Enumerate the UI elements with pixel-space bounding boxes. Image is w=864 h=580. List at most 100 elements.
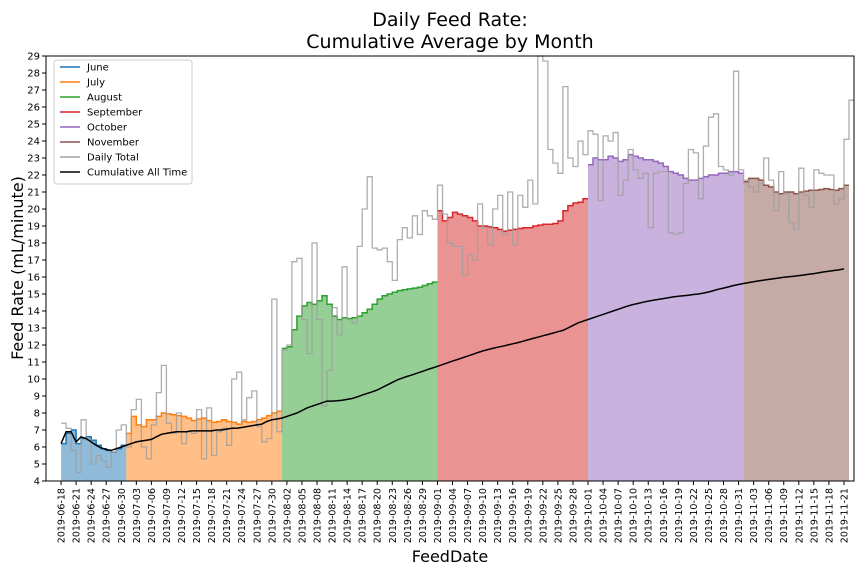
x-tick-label: 2019-10-28 <box>719 488 730 543</box>
legend-label-july: July <box>86 78 105 89</box>
chart-title-line-2: Cumulative Average by Month <box>306 31 593 53</box>
x-tick-label: 2019-06-21 <box>72 488 83 543</box>
area-august <box>281 282 438 481</box>
x-tick-label: 2019-08-02 <box>282 488 293 543</box>
legend-label-august: August <box>87 93 122 104</box>
plot-frame <box>45 55 855 482</box>
x-tick-label: 2019-10-07 <box>614 488 625 543</box>
x-tick-label: 2019-08-14 <box>343 488 354 543</box>
x-tick-label: 2019-07-30 <box>267 488 278 543</box>
legend-box <box>53 59 193 185</box>
x-tick-label: 2019-08-26 <box>403 488 414 543</box>
x-tick-label: 2019-11-15 <box>809 488 820 543</box>
y-tick-label: 17 <box>27 256 40 267</box>
month-areas <box>61 154 849 482</box>
x-tick-label: 2019-06-18 <box>57 488 68 543</box>
x-tick-label: 2019-11-09 <box>779 488 790 543</box>
y-tick-label: 4 <box>34 477 40 488</box>
area-july <box>126 411 282 481</box>
series-lines <box>60 55 854 474</box>
x-tick-label: 2019-10-10 <box>629 488 640 543</box>
line-daily-total <box>61 55 854 474</box>
y-tick-label: 16 <box>27 273 40 284</box>
y-tick-label: 26 <box>27 103 40 114</box>
x-tick-label: 2019-08-05 <box>297 488 308 543</box>
x-axis: 2019-06-18 2019-06-21 2019-06-24 2019-06-27… <box>57 481 850 543</box>
x-tick-label: 2019-06-30 <box>117 488 128 543</box>
chart-title-line-1: Daily Feed Rate: <box>372 9 527 31</box>
y-tick-label: 7 <box>34 426 40 437</box>
x-tick-label: 2019-09-07 <box>463 488 474 543</box>
x-tick-label: 2019-08-11 <box>328 488 339 543</box>
x-tick-label: 2019-11-06 <box>764 488 775 543</box>
legend-label-october: October <box>87 123 128 134</box>
x-tick-label: 2019-08-17 <box>358 488 369 543</box>
x-tick-label: 2019-11-12 <box>794 488 805 543</box>
y-tick-label: 9 <box>34 392 40 403</box>
x-tick-label: 2019-08-29 <box>418 488 429 543</box>
x-tick-label: 2019-07-24 <box>237 488 248 543</box>
area-november <box>743 178 849 481</box>
legend-label-cumulative-all-time: Cumulative All Time <box>87 168 187 179</box>
y-tick-label: 25 <box>27 120 40 131</box>
x-tick-label: 2019-06-27 <box>102 488 113 543</box>
x-tick-label: 2019-07-03 <box>132 488 143 543</box>
y-axis-label: Feed Rate (mL/minute) <box>8 176 27 360</box>
line-cumulative-all-time <box>60 268 845 452</box>
area-june <box>61 430 127 481</box>
x-tick-label: 2019-08-08 <box>313 488 324 543</box>
y-tick-label: 24 <box>27 137 40 148</box>
x-tick-label: 2019-10-25 <box>704 488 715 543</box>
y-tick-label: 15 <box>27 290 40 301</box>
legend-label-june: June <box>86 63 109 74</box>
x-tick-label: 2019-09-13 <box>493 488 504 543</box>
x-tick-label: 2019-11-21 <box>839 488 850 543</box>
x-tick-label: 2019-07-18 <box>207 488 218 543</box>
x-tick-label: 2019-09-28 <box>568 488 579 543</box>
y-tick-label: 10 <box>27 375 40 386</box>
x-tick-label: 2019-09-22 <box>538 488 549 543</box>
y-tick-label: 29 <box>27 52 40 63</box>
legend: June July August September October November Da… <box>53 59 193 185</box>
y-tick-label: 13 <box>27 324 40 335</box>
x-tick-label: 2019-09-10 <box>478 488 489 543</box>
y-tick-label: 6 <box>34 443 40 454</box>
y-tick-label: 12 <box>27 341 40 352</box>
y-tick-label: 14 <box>27 307 40 318</box>
x-tick-label: 2019-10-31 <box>734 488 745 543</box>
x-tick-label: 2019-08-20 <box>373 488 384 543</box>
x-tick-label: 2019-11-03 <box>749 488 760 543</box>
x-tick-label: 2019-10-04 <box>599 488 610 543</box>
line-october <box>588 153 744 181</box>
y-tick-label: 11 <box>27 358 40 369</box>
y-tick-label: 22 <box>27 171 40 182</box>
area-october <box>588 154 744 481</box>
y-tick-label: 19 <box>27 222 40 233</box>
y-tick-label: 20 <box>27 205 40 216</box>
legend-label-daily-total: Daily Total <box>87 153 139 164</box>
x-tick-label: 2019-08-23 <box>388 488 399 543</box>
legend-label-november: November <box>87 138 140 149</box>
y-tick-label: 27 <box>27 86 40 97</box>
x-tick-label: 2019-09-19 <box>523 488 534 543</box>
x-tick-label: 2019-07-06 <box>147 488 158 543</box>
x-tick-label: 2019-06-24 <box>87 488 98 543</box>
x-tick-label: 2019-10-19 <box>674 488 685 543</box>
x-tick-label: 2019-11-18 <box>824 488 835 543</box>
area-september <box>437 198 588 482</box>
x-tick-label: 2019-07-15 <box>192 488 203 543</box>
x-axis-label: FeedDate <box>412 547 488 566</box>
x-tick-label: 2019-09-01 <box>433 488 444 543</box>
x-tick-label: 2019-10-01 <box>584 488 595 543</box>
legend-label-september: September <box>87 108 143 119</box>
y-tick-label: 5 <box>34 460 40 471</box>
x-tick-label: 2019-07-09 <box>162 488 173 543</box>
line-august <box>281 281 438 350</box>
x-tick-label: 2019-10-13 <box>644 488 655 543</box>
x-tick-label: 2019-10-16 <box>659 488 670 543</box>
y-tick-label: 23 <box>27 154 40 165</box>
y-tick-label: 28 <box>27 69 40 80</box>
x-tick-label: 2019-09-16 <box>508 488 519 543</box>
